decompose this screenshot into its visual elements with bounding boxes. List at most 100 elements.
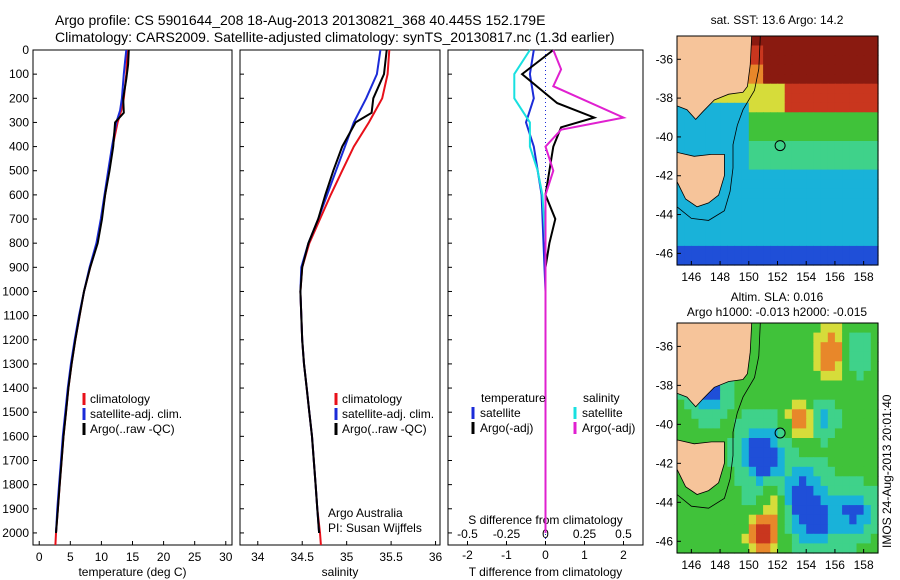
sst-cell (849, 226, 858, 237)
sst-cell (849, 102, 858, 113)
sla-xtick-label-0: 146 (681, 558, 701, 572)
sla-cell (799, 323, 807, 334)
sla-cell (870, 351, 879, 362)
sst-cell (799, 64, 807, 75)
sla-cell (863, 438, 872, 449)
depth-tick-label-18: 1800 (2, 478, 29, 492)
sla-cell (777, 332, 786, 343)
sst-cell (834, 36, 843, 47)
sst-cell (770, 207, 779, 218)
sla-cell (827, 505, 836, 516)
sla-cell (705, 505, 714, 516)
sst-cell (784, 93, 793, 104)
sla-cell (741, 476, 750, 487)
sst-cell (820, 131, 829, 142)
sst-cell (834, 217, 843, 228)
temperature-legend-label-0: climatology (90, 392, 150, 406)
sla-cell (691, 543, 700, 554)
sst-cell (813, 226, 822, 237)
sst-cell (870, 179, 879, 190)
sst-cell (784, 226, 793, 237)
sla-cell (849, 342, 858, 353)
sst-cell (677, 188, 685, 199)
sla-cell (842, 342, 850, 353)
sla-cell (727, 476, 736, 487)
sst-cell (712, 112, 721, 123)
sla-cell (727, 447, 736, 458)
difference-xtick-label-4: 2 (620, 548, 627, 562)
sla-cell (763, 438, 771, 449)
sst-cell (849, 169, 858, 180)
sst-cell (770, 179, 779, 190)
sla-cell (748, 390, 757, 401)
sla-cell (834, 476, 843, 487)
sst-cell (806, 102, 814, 113)
sla-cell (870, 438, 879, 449)
sla-cell (777, 495, 786, 506)
sla-cell (856, 361, 865, 372)
sla-cell (820, 457, 829, 468)
sst-cell (677, 141, 685, 152)
sst-cell (748, 160, 757, 171)
sst-cell (834, 64, 843, 75)
sst-cell (806, 179, 814, 190)
sla-cell (791, 342, 800, 353)
sst-cell (756, 112, 764, 123)
temperature-xtick-label-6: 30 (219, 550, 233, 564)
sst-cell (763, 169, 771, 180)
sst-cell (698, 217, 707, 228)
sst-cell (791, 121, 800, 132)
sla-cell (820, 476, 829, 487)
sst-cell (720, 121, 728, 132)
sla-cell (698, 514, 707, 525)
sst-cell (705, 207, 714, 218)
sst-cell (834, 83, 843, 94)
sla-cell (791, 514, 800, 525)
sla-cell (842, 485, 850, 497)
sla-cell (799, 428, 807, 439)
sst-cell (863, 45, 872, 56)
sla-cell (806, 476, 814, 487)
sla-cell (827, 418, 836, 429)
sla-cell (863, 351, 872, 362)
sst-cell (842, 255, 850, 266)
sst-cell (827, 226, 836, 237)
sla-cell (727, 524, 736, 535)
sla-cell (734, 476, 743, 487)
sst-cell (720, 217, 728, 228)
sst-cell (756, 64, 764, 75)
sla-cell (870, 399, 879, 410)
sla-cell (756, 505, 764, 516)
sst-cell (741, 217, 750, 228)
sla-cell (806, 418, 814, 429)
sla-cell (763, 476, 771, 487)
sla-cell (827, 476, 836, 487)
sla-cell (791, 447, 800, 458)
sla-cell (712, 533, 721, 544)
sla-cell (727, 485, 736, 497)
sst-cell (777, 255, 786, 266)
sst-cell (763, 150, 771, 161)
sla-cell (777, 524, 786, 535)
sla-cell (756, 342, 764, 353)
sla-cell (799, 514, 807, 525)
sst-cell (827, 45, 836, 56)
sst-cell (849, 160, 858, 171)
sst-cell (784, 36, 793, 47)
sla-cell (684, 495, 692, 506)
depth-tick-label-3: 300 (9, 115, 29, 129)
temperature-xtick-label-5: 25 (188, 550, 202, 564)
sla-cell (741, 495, 750, 506)
sla-cell (806, 332, 814, 343)
sla-cell (856, 418, 865, 429)
sst-cell (820, 160, 829, 171)
sla-cell (770, 514, 779, 525)
sla-cell (763, 332, 771, 343)
sla-cell (770, 323, 779, 334)
sla-cell (813, 361, 822, 372)
sla-cell (856, 466, 865, 477)
sst-cell (820, 45, 829, 56)
sst-cell (856, 236, 865, 247)
sla-cell (863, 485, 872, 497)
sst-cell (863, 236, 872, 247)
